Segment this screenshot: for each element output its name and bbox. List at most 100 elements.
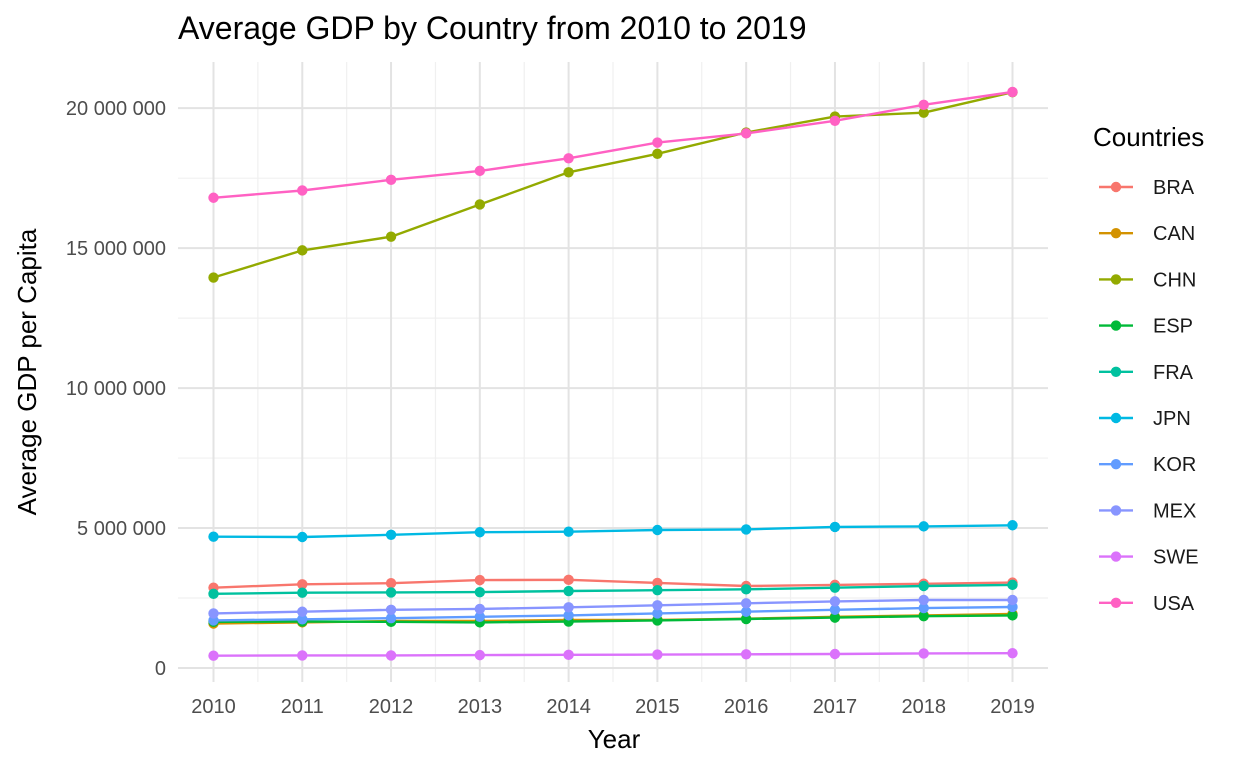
legend-key-point bbox=[1110, 366, 1122, 377]
data-point bbox=[918, 594, 929, 606]
data-point bbox=[563, 585, 574, 597]
data-point bbox=[563, 526, 574, 537]
x-axis-title: Year bbox=[588, 724, 641, 754]
data-point bbox=[740, 584, 752, 595]
legend-item-esp: ESP bbox=[1099, 316, 1193, 338]
data-point bbox=[918, 99, 929, 111]
series-mex bbox=[208, 594, 1018, 619]
data-point bbox=[208, 272, 219, 283]
data-point bbox=[297, 185, 308, 196]
x-tick-label: 2014 bbox=[546, 696, 591, 718]
legend: Countries BRA CAN CHN ESP FRA JPN KOR MEX SWE USA bbox=[1093, 122, 1204, 615]
data-point bbox=[740, 613, 752, 625]
data-point bbox=[740, 598, 752, 609]
series-line bbox=[213, 598, 1013, 615]
data-point bbox=[474, 165, 486, 177]
data-point bbox=[740, 524, 752, 535]
data-point bbox=[829, 604, 841, 615]
data-point bbox=[918, 521, 929, 532]
data-point bbox=[474, 603, 486, 615]
data-point bbox=[208, 650, 219, 661]
x-tick-label: 2015 bbox=[635, 696, 680, 718]
legend-item-mex: MEX bbox=[1099, 500, 1196, 522]
data-point bbox=[1007, 86, 1018, 98]
y-tick-label: 5 000 000 bbox=[77, 518, 166, 540]
x-tick-label: 2017 bbox=[813, 696, 858, 718]
x-tick-label: 2011 bbox=[281, 696, 324, 718]
data-point bbox=[829, 596, 841, 607]
data-point bbox=[297, 531, 308, 543]
legend-label: CAN bbox=[1153, 223, 1195, 245]
data-point bbox=[385, 529, 397, 540]
data-point bbox=[918, 611, 929, 622]
data-point bbox=[474, 586, 486, 598]
data-point bbox=[208, 608, 219, 619]
data-point bbox=[829, 582, 841, 593]
legend-item-jpn: JPN bbox=[1099, 408, 1191, 430]
legend-label: ESP bbox=[1153, 316, 1193, 338]
data-point bbox=[563, 602, 574, 613]
data-point bbox=[563, 153, 574, 164]
data-point bbox=[918, 107, 929, 118]
legend-label: MEX bbox=[1153, 500, 1196, 522]
legend-key-point bbox=[1110, 181, 1122, 193]
data-point bbox=[385, 612, 397, 624]
legend-key-point bbox=[1110, 551, 1122, 562]
data-point bbox=[474, 574, 486, 586]
data-point bbox=[652, 584, 663, 596]
data-point bbox=[652, 600, 663, 611]
data-point bbox=[474, 527, 486, 538]
data-point bbox=[297, 606, 308, 617]
data-point bbox=[563, 167, 574, 178]
y-axis-ticks: 0 5 000 000 10 000 000 15 000 000 20 000 000 bbox=[66, 98, 166, 680]
data-point bbox=[918, 602, 929, 614]
legend-key-point bbox=[1110, 274, 1122, 285]
data-point bbox=[297, 614, 308, 625]
data-point bbox=[385, 577, 397, 589]
legend-key-point bbox=[1110, 505, 1122, 516]
legend-item-usa: USA bbox=[1099, 593, 1195, 615]
data-point bbox=[1007, 579, 1018, 591]
series-line bbox=[213, 91, 1013, 279]
data-point bbox=[829, 521, 841, 533]
legend-item-chn: CHN bbox=[1099, 269, 1196, 291]
data-point bbox=[563, 574, 574, 586]
data-point bbox=[1007, 647, 1018, 659]
series-line bbox=[213, 652, 1013, 657]
data-point bbox=[652, 577, 663, 589]
data-point bbox=[385, 650, 397, 661]
legend-item-swe: SWE bbox=[1099, 547, 1199, 569]
legend-item-fra: FRA bbox=[1099, 362, 1194, 384]
legend-item-kor: KOR bbox=[1099, 454, 1196, 476]
legend-key-point bbox=[1110, 459, 1122, 470]
data-point bbox=[829, 648, 841, 660]
data-point bbox=[385, 174, 397, 186]
data-point bbox=[385, 231, 397, 242]
data-point bbox=[740, 128, 752, 139]
data-point bbox=[297, 579, 308, 590]
series-line bbox=[213, 614, 1013, 624]
data-point bbox=[652, 137, 663, 148]
data-point bbox=[385, 587, 397, 598]
legend-label: SWE bbox=[1153, 547, 1199, 569]
legend-item-bra: BRA bbox=[1099, 177, 1195, 199]
data-point bbox=[297, 587, 308, 598]
data-point bbox=[918, 580, 929, 592]
data-point bbox=[385, 604, 397, 615]
series-line bbox=[213, 90, 1013, 199]
data-point bbox=[208, 192, 219, 203]
data-point bbox=[1007, 594, 1018, 606]
y-tick-label: 0 bbox=[155, 658, 166, 680]
x-axis-ticks: 2010 2011 2012 2013 2014 2015 2016 2017 2018 2019 bbox=[191, 696, 1034, 718]
series-line bbox=[213, 605, 1013, 622]
data-point bbox=[297, 650, 308, 661]
legend-key-point bbox=[1110, 412, 1122, 424]
series-swe bbox=[208, 647, 1018, 661]
data-point bbox=[1007, 520, 1018, 531]
series-line bbox=[213, 578, 1013, 589]
data-point bbox=[652, 649, 663, 660]
data-point bbox=[563, 649, 574, 661]
data-point bbox=[474, 199, 486, 210]
x-tick-label: 2010 bbox=[191, 696, 236, 718]
